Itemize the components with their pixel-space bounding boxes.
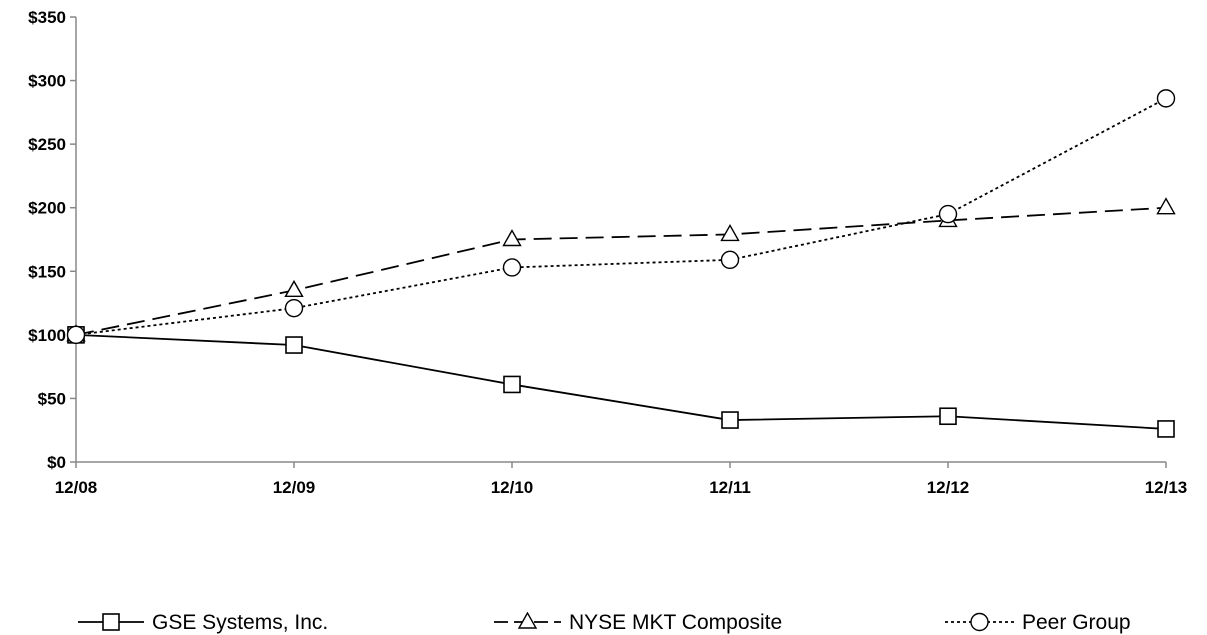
legend-marker-circle — [970, 612, 989, 632]
series-gse-systems-inc — [67, 326, 1175, 438]
data-point-square — [285, 336, 303, 354]
data-point-circle — [502, 258, 522, 277]
legend-marker-square — [102, 613, 120, 631]
series-nyse-mkt-composite — [66, 197, 1176, 342]
y-tick-label: $300 — [28, 72, 66, 91]
legend-label: Peer Group — [1022, 611, 1131, 634]
x-tick-label: 12/12 — [927, 478, 970, 497]
data-point-square — [721, 411, 739, 429]
data-point-circle — [938, 204, 958, 224]
data-point-square — [939, 407, 957, 426]
x-tick-label: 12/10 — [491, 478, 534, 497]
legend: GSE Systems, Inc. NYSE MKT Composite Peer … — [78, 611, 1131, 634]
y-tick-label: $350 — [28, 8, 66, 27]
x-tick-label: 12/09 — [273, 478, 316, 497]
x-tick-label: 12/08 — [55, 478, 98, 497]
legend-item: GSE Systems, Inc. — [78, 611, 328, 634]
series-line — [75, 333, 1167, 430]
x-tick-label: 12/13 — [1145, 478, 1188, 497]
y-tick-label: $200 — [28, 199, 66, 218]
data-point-square — [503, 375, 521, 394]
y-tick-label: $50 — [38, 389, 66, 408]
data-point-circle — [720, 250, 740, 270]
legend-item: Peer Group — [945, 611, 1131, 634]
data-point-circle — [1156, 89, 1176, 108]
y-tick-label: $150 — [28, 262, 66, 281]
legend-label: NYSE MKT Composite — [569, 611, 782, 634]
y-tick-label: $0 — [47, 453, 66, 472]
data-point-triangle — [284, 279, 304, 298]
series-peer-group — [66, 89, 1176, 345]
axes — [75, 17, 1166, 463]
legend-item: NYSE MKT Composite — [494, 611, 782, 634]
data-point-square — [1157, 420, 1175, 438]
y-tick-label: $250 — [28, 135, 66, 154]
legend-label: GSE Systems, Inc. — [152, 611, 328, 634]
series-layer — [66, 89, 1176, 438]
data-point-triangle — [1156, 197, 1176, 215]
data-point-triangle — [720, 223, 740, 242]
data-point-triangle — [502, 229, 522, 247]
data-point-circle — [66, 325, 86, 345]
y-axis-ticks: $0 $50 $100 $150 $200 $250 $300 $350 — [28, 8, 76, 472]
x-axis-ticks: 12/08 12/09 12/10 12/11 12/12 12/13 — [55, 462, 1188, 497]
data-point-circle — [284, 298, 304, 318]
y-tick-label: $100 — [28, 326, 66, 345]
x-tick-label: 12/11 — [709, 478, 751, 497]
series-line — [75, 206, 1167, 336]
legend-marker-triangle — [517, 611, 538, 629]
